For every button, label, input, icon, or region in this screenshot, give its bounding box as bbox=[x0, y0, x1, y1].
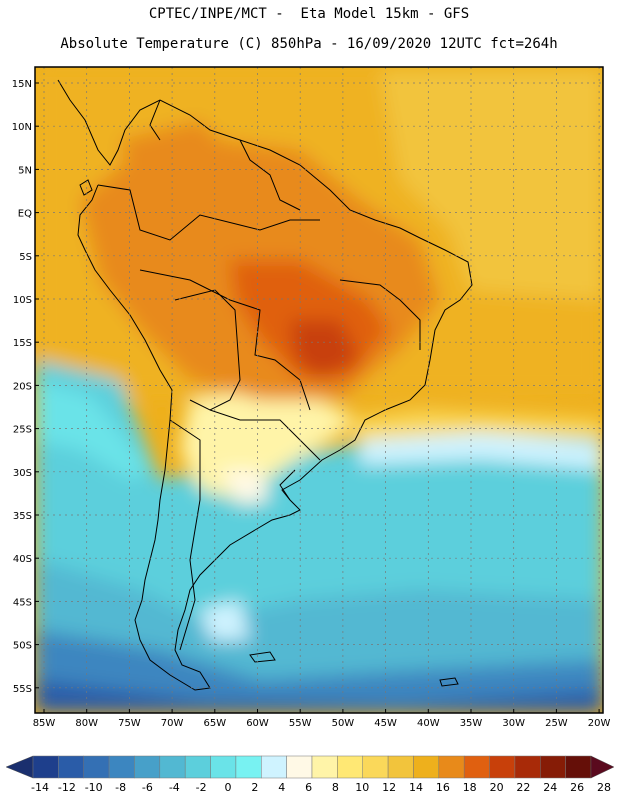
lat-tick-label: 10S bbox=[13, 295, 32, 306]
lat-tick-label: 20S bbox=[13, 381, 32, 392]
temperature-field bbox=[35, 67, 603, 713]
colorbar-swatch bbox=[413, 755, 440, 779]
lat-tick-label: 50S bbox=[13, 641, 32, 652]
colorbar-swatch bbox=[184, 755, 211, 779]
lat-tick-label: 15S bbox=[13, 338, 32, 349]
colorbar-swatch bbox=[134, 755, 161, 779]
lon-tick-label: 20W bbox=[588, 718, 611, 729]
map-frame bbox=[34, 66, 604, 714]
colorbar-swatch bbox=[159, 755, 186, 779]
colorbar-swatch bbox=[565, 755, 592, 779]
lon-tick-label: 75W bbox=[118, 718, 141, 729]
colorbar-label: 28 bbox=[597, 781, 611, 794]
colorbar-swatch bbox=[337, 755, 363, 779]
colorbar-swatch bbox=[387, 755, 414, 779]
colorbar-label: -12 bbox=[58, 781, 76, 794]
colorbar-swatch bbox=[32, 755, 59, 779]
colorbar-label: 24 bbox=[543, 781, 557, 794]
lon-tick-label: 70W bbox=[161, 718, 184, 729]
colorbar-swatch bbox=[489, 755, 516, 779]
lat-tick-label: 55S bbox=[13, 684, 32, 695]
lat-tick-label: 40S bbox=[13, 554, 32, 565]
colorbar-label: 14 bbox=[409, 781, 423, 794]
colorbar-swatch bbox=[83, 755, 110, 779]
colorbar-label: 20 bbox=[490, 781, 504, 794]
lat-tick-label: 45S bbox=[13, 597, 32, 608]
lat-tick-label: 10N bbox=[12, 122, 32, 133]
lat-tick-label: 5N bbox=[18, 165, 32, 176]
colorbar: -14 -12 -10 -8 -6 -4 -2 0 2 4 6 8 10 12 14 16 18 20 22 24 26… bbox=[5, 755, 615, 794]
lat-tick-label: 35S bbox=[13, 511, 32, 522]
lat-tick-label: EQ bbox=[18, 209, 32, 220]
colorbar-label: 6 bbox=[305, 781, 312, 794]
lon-tick-label: 45W bbox=[374, 718, 397, 729]
colorbar-swatch bbox=[108, 755, 135, 779]
lon-tick-label: 65W bbox=[203, 718, 226, 729]
colorbar-label: -14 bbox=[31, 781, 49, 794]
colorbar-swatch bbox=[362, 755, 389, 779]
lat-tick-label: 15N bbox=[12, 79, 32, 90]
colorbar-label: 26 bbox=[570, 781, 584, 794]
colorbar-label: 2 bbox=[251, 781, 258, 794]
colorbar-high-arrow bbox=[590, 755, 615, 779]
colorbar-label: -6 bbox=[142, 781, 153, 794]
colorbar-label: 8 bbox=[332, 781, 339, 794]
colorbar-swatch bbox=[311, 755, 338, 779]
lat-tick-label: 30S bbox=[13, 468, 32, 479]
colorbar-swatch bbox=[286, 755, 313, 779]
colorbar-swatch bbox=[463, 755, 490, 779]
colorbar-label: -10 bbox=[85, 781, 103, 794]
lon-tick-label: 25W bbox=[545, 718, 568, 729]
colorbar-swatch bbox=[438, 755, 465, 779]
lon-tick-label: 55W bbox=[289, 718, 312, 729]
colorbar-swatch bbox=[58, 755, 84, 779]
colorbar-label: 0 bbox=[225, 781, 232, 794]
lat-tick-label: 5S bbox=[19, 252, 32, 263]
chart-title-line2: Absolute Temperature (C) 850hPa - 16/09/… bbox=[60, 36, 558, 52]
lon-tick-label: 35W bbox=[460, 718, 483, 729]
colorbar-swatch bbox=[210, 755, 237, 779]
lon-tick-label: 80W bbox=[75, 718, 98, 729]
lon-tick-label: 40W bbox=[417, 718, 440, 729]
longitude-labels: 85W 80W 75W 70W 65W 60W 55W 50W 45W 40W 35W 30W 25W 2… bbox=[33, 709, 611, 729]
map-grid bbox=[35, 67, 603, 713]
colorbar-swatch bbox=[261, 755, 287, 779]
colorbar-label: 22 bbox=[516, 781, 530, 794]
colorbar-low-arrow bbox=[5, 755, 34, 779]
lon-tick-label: 30W bbox=[502, 718, 525, 729]
colorbar-label: -8 bbox=[115, 781, 126, 794]
colorbar-label: 18 bbox=[463, 781, 477, 794]
colorbar-label: 12 bbox=[382, 781, 396, 794]
colorbar-swatch bbox=[235, 755, 262, 779]
lon-tick-label: 50W bbox=[332, 718, 355, 729]
colorbar-label: -2 bbox=[196, 781, 207, 794]
lon-tick-label: 85W bbox=[33, 718, 56, 729]
colorbar-label: 16 bbox=[436, 781, 450, 794]
lon-tick-label: 60W bbox=[246, 718, 269, 729]
latitude-labels: 15N 10N 5N EQ 5S 10S 15S 20S 25S 30S 35S 40S 45S 50S 5… bbox=[12, 79, 39, 695]
colorbar-label: 4 bbox=[278, 781, 285, 794]
lat-tick-label: 25S bbox=[13, 425, 32, 436]
colorbar-swatch bbox=[514, 755, 541, 779]
chart-title-line1: CPTEC/INPE/MCT - Eta Model 15km - GFS bbox=[148, 6, 470, 22]
colorbar-label: -4 bbox=[169, 781, 180, 794]
colorbar-swatch bbox=[540, 755, 566, 779]
colorbar-label: 10 bbox=[355, 781, 369, 794]
